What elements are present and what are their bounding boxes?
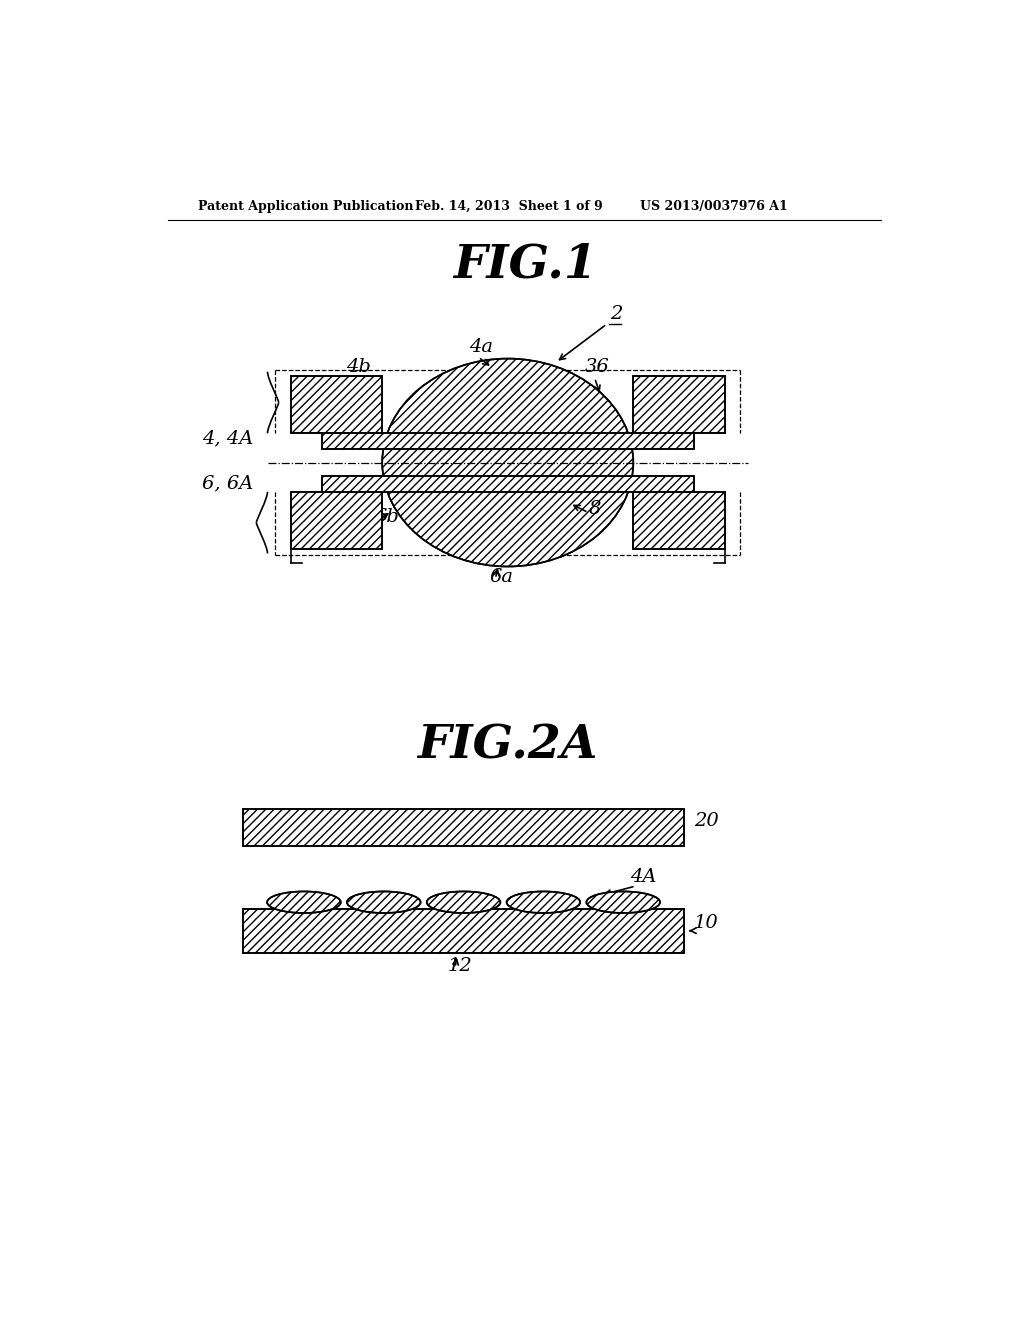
- Bar: [322, 477, 693, 492]
- Text: 10: 10: [693, 915, 719, 932]
- Bar: [633, 492, 725, 549]
- Text: 4, 4A: 4, 4A: [202, 429, 254, 447]
- Ellipse shape: [347, 891, 421, 913]
- Bar: [291, 492, 382, 549]
- Bar: [291, 492, 382, 549]
- Text: 8: 8: [589, 500, 601, 519]
- Bar: [633, 376, 725, 433]
- Ellipse shape: [382, 359, 633, 566]
- Text: US 2013/0037976 A1: US 2013/0037976 A1: [640, 199, 787, 213]
- Bar: [243, 809, 684, 846]
- Ellipse shape: [267, 891, 341, 913]
- Bar: [291, 376, 382, 433]
- Text: 6b: 6b: [375, 508, 399, 525]
- Bar: [322, 433, 693, 449]
- Bar: [243, 909, 684, 953]
- Bar: [633, 492, 725, 549]
- Text: FIG.2A: FIG.2A: [418, 723, 598, 770]
- Text: Patent Application Publication: Patent Application Publication: [198, 199, 414, 213]
- Ellipse shape: [507, 891, 581, 913]
- Bar: [291, 376, 382, 433]
- Bar: [633, 376, 725, 433]
- Text: FIG.1: FIG.1: [453, 242, 597, 288]
- Text: 36: 36: [586, 359, 610, 376]
- Text: 6a: 6a: [489, 568, 513, 586]
- Text: Feb. 14, 2013  Sheet 1 of 9: Feb. 14, 2013 Sheet 1 of 9: [415, 199, 602, 213]
- Text: 2: 2: [610, 305, 623, 322]
- Text: 6, 6A: 6, 6A: [202, 474, 254, 492]
- Bar: [243, 809, 684, 846]
- Bar: [243, 909, 684, 953]
- Bar: [322, 477, 693, 492]
- Text: 4A: 4A: [630, 869, 656, 886]
- Text: 12: 12: [447, 957, 472, 974]
- Text: 4a: 4a: [469, 338, 493, 356]
- Ellipse shape: [427, 891, 501, 913]
- Bar: [322, 433, 693, 449]
- Text: 4b: 4b: [346, 359, 372, 376]
- Ellipse shape: [587, 891, 660, 913]
- Text: 20: 20: [693, 812, 719, 830]
